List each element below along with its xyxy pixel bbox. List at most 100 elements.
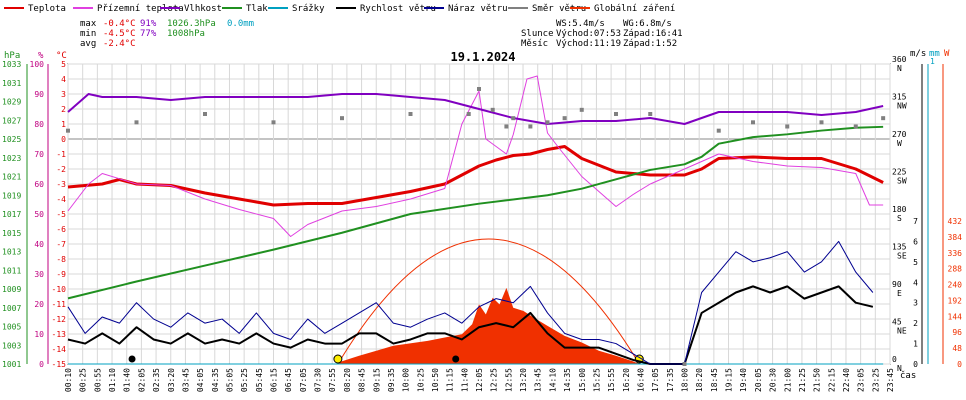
legend-label: Směr větru [532,4,586,14]
pct-tick-label: 20 [34,300,44,309]
hpa-tick-label: 1001 [2,360,21,369]
hpa-tick-label: 1023 [2,154,21,163]
stat-moon-label: Měsíc [521,39,548,49]
axes-layer: 00:10 00:25 00:55 01:10 01:40 02:05 02:35 03:20… [2,49,962,392]
x-tick-label: 10:00 [402,368,411,392]
ms-tick-label: 1 [913,340,918,349]
x-tick-label: 23:45 [886,368,895,392]
temp-tick-label: -8 [56,255,66,264]
moonrise-marker [452,355,460,363]
legend: Teplota Přízemní teplota Vlhkost Tlak Srážky… [4,4,675,14]
pct-tick-label: 40 [34,240,44,249]
wind-direction-point [682,362,687,366]
x-tick-label: 07:05 [299,368,308,392]
wm2-tick-label: 240 [948,281,963,290]
temp-tick-label: -5 [56,210,66,219]
hpa-tick-label: 1029 [2,98,21,107]
x-tick-label: 12:25 [490,368,499,392]
legend-label: Srážky [292,4,325,14]
pct-tick-label: 50 [34,210,44,219]
stat-max-press: 1026.3hPa [167,19,216,29]
temp-tick-label: -11 [52,300,67,309]
hpa-tick-label: 1003 [2,341,21,350]
stat-avg-temp: -2.4°C [103,39,136,49]
pct-axis-unit: % [38,51,44,61]
wind-direction-point [134,120,139,125]
dir-tick-compass: NW [897,102,907,111]
stat-sun-set: Západ:16:41 [623,29,683,39]
hpa-tick-label: 1015 [2,229,21,238]
x-tick-label: 09:35 [387,368,396,392]
pct-tick-label: 90 [34,90,44,99]
ms-tick-label: 0 [913,360,918,369]
pct-tick-label: 0 [39,360,44,369]
temp-tick-label: 2 [61,105,66,114]
series-globalni-zareni [338,287,640,364]
x-tick-label: 11:40 [460,368,469,392]
x-tick-label: 13:20 [519,368,528,392]
stat-sun-rise: Východ:07:53 [556,29,621,39]
x-tick-label: 00:55 [93,368,102,392]
dir-tick-label: 225 [892,168,907,177]
wind-direction-point [648,112,653,116]
stat-max-hum: 91% [140,19,157,29]
hpa-tick-label: 1017 [2,210,21,219]
dir-tick-label: 135 [892,243,907,252]
dir-tick-compass: NE [897,327,907,336]
ms-tick-label: 6 [913,237,918,246]
wind-direction-point [511,116,516,121]
series-rychlost-větru [67,285,874,365]
x-tick-label: 14:10 [548,368,557,392]
x-tick-label: 23:25 [871,368,880,392]
x-tick-label: 22:15 [827,368,836,392]
ms-tick-label: 2 [913,319,918,328]
x-tick-label: 00:25 [79,368,88,392]
temp-tick-label: 0 [61,135,66,144]
wm2-tick-label: 0 [957,360,962,369]
x-tick-label: 14:35 [563,368,572,392]
x-tick-label: 10:25 [416,368,425,392]
x-tick-label: 04:35 [211,368,220,392]
temp-axis-unit: °C [56,51,67,61]
dir-tick-label: 90 [892,280,902,289]
x-tick-label: 17:35 [666,368,675,392]
x-tick-label: 15:25 [592,368,601,392]
hpa-tick-label: 1007 [2,304,21,313]
wm2-tick-label: 96 [952,328,962,337]
hpa-tick-label: 1011 [2,266,21,275]
temp-tick-label: 4 [61,75,66,84]
temp-tick-label: -2 [56,165,66,174]
temp-tick-label: -12 [52,315,67,324]
legend-label: Přízemní teplota [97,4,184,14]
wind-direction-point [562,116,567,121]
wind-direction-point [203,112,207,116]
series-layer [66,75,886,366]
wm2-tick-label: 336 [948,249,963,258]
ms-tick-label: 7 [913,217,918,226]
x-tick-label: 01:40 [123,368,132,392]
wind-direction-point [751,120,755,125]
x-tick-label: 17:05 [651,368,660,392]
series-náraz-větru [67,240,874,365]
wind-direction-point [785,124,790,129]
legend-label: Globální záření [594,4,675,14]
wind-direction-point [545,120,550,125]
dir-tick-label: 270 [892,130,907,139]
pct-tick-label: 80 [34,120,44,129]
wind-direction-point [66,128,70,133]
x-tick-label: 07:30 [314,368,323,392]
sun-arc [337,238,640,365]
x-tick-label: 05:05 [225,368,234,392]
legend-label: Vlhkost [184,4,222,14]
hpa-tick-label: 1033 [2,60,21,69]
wm2-tick-label: 432 [948,217,963,226]
wind-direction-point [716,128,721,133]
dir-tick-compass: SW [897,177,907,186]
x-tick-label: 10:50 [431,368,440,392]
x-tick-label: 18:20 [695,368,704,392]
stat-min-press: 1008hPa [167,29,205,39]
ms-tick-label: 3 [913,299,918,308]
stat-max-rain: 0.0mm [227,19,254,29]
ms-axis-unit: m/s [910,49,926,59]
wm2-tick-label: 192 [948,296,963,305]
